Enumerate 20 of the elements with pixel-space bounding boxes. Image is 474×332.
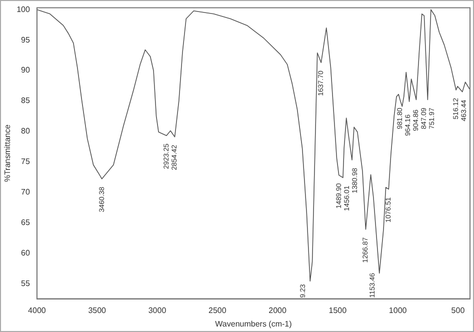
x-tick-label: 1000: [388, 306, 408, 315]
x-tick-label: 1500: [328, 306, 348, 315]
x-tick-label: 3000: [148, 306, 167, 315]
y-tick-label: 100: [16, 4, 30, 14]
x-axis-title: Wavenumbers (cm-1): [215, 319, 292, 328]
y-tick-label: 85: [21, 96, 30, 106]
y-axis-title: %Transmittance: [3, 124, 12, 182]
y-tick-label: 60: [21, 248, 30, 258]
y-tick-label: 70: [21, 187, 30, 196]
x-tick-label: 4000: [28, 306, 46, 315]
x-tick-label: 500: [451, 306, 466, 315]
y-tick-label: 90: [21, 66, 30, 75]
y-tick-label: 55: [21, 278, 30, 288]
y-tick-label: 95: [21, 35, 30, 44]
y-tick-label: 65: [21, 218, 30, 227]
y-tick-label: 75: [21, 157, 30, 166]
x-tick-label: 2000: [268, 306, 287, 315]
y-tick-label: 80: [21, 126, 30, 136]
x-tick-label: 2500: [208, 306, 227, 315]
x-tick-label: 3500: [88, 306, 107, 315]
